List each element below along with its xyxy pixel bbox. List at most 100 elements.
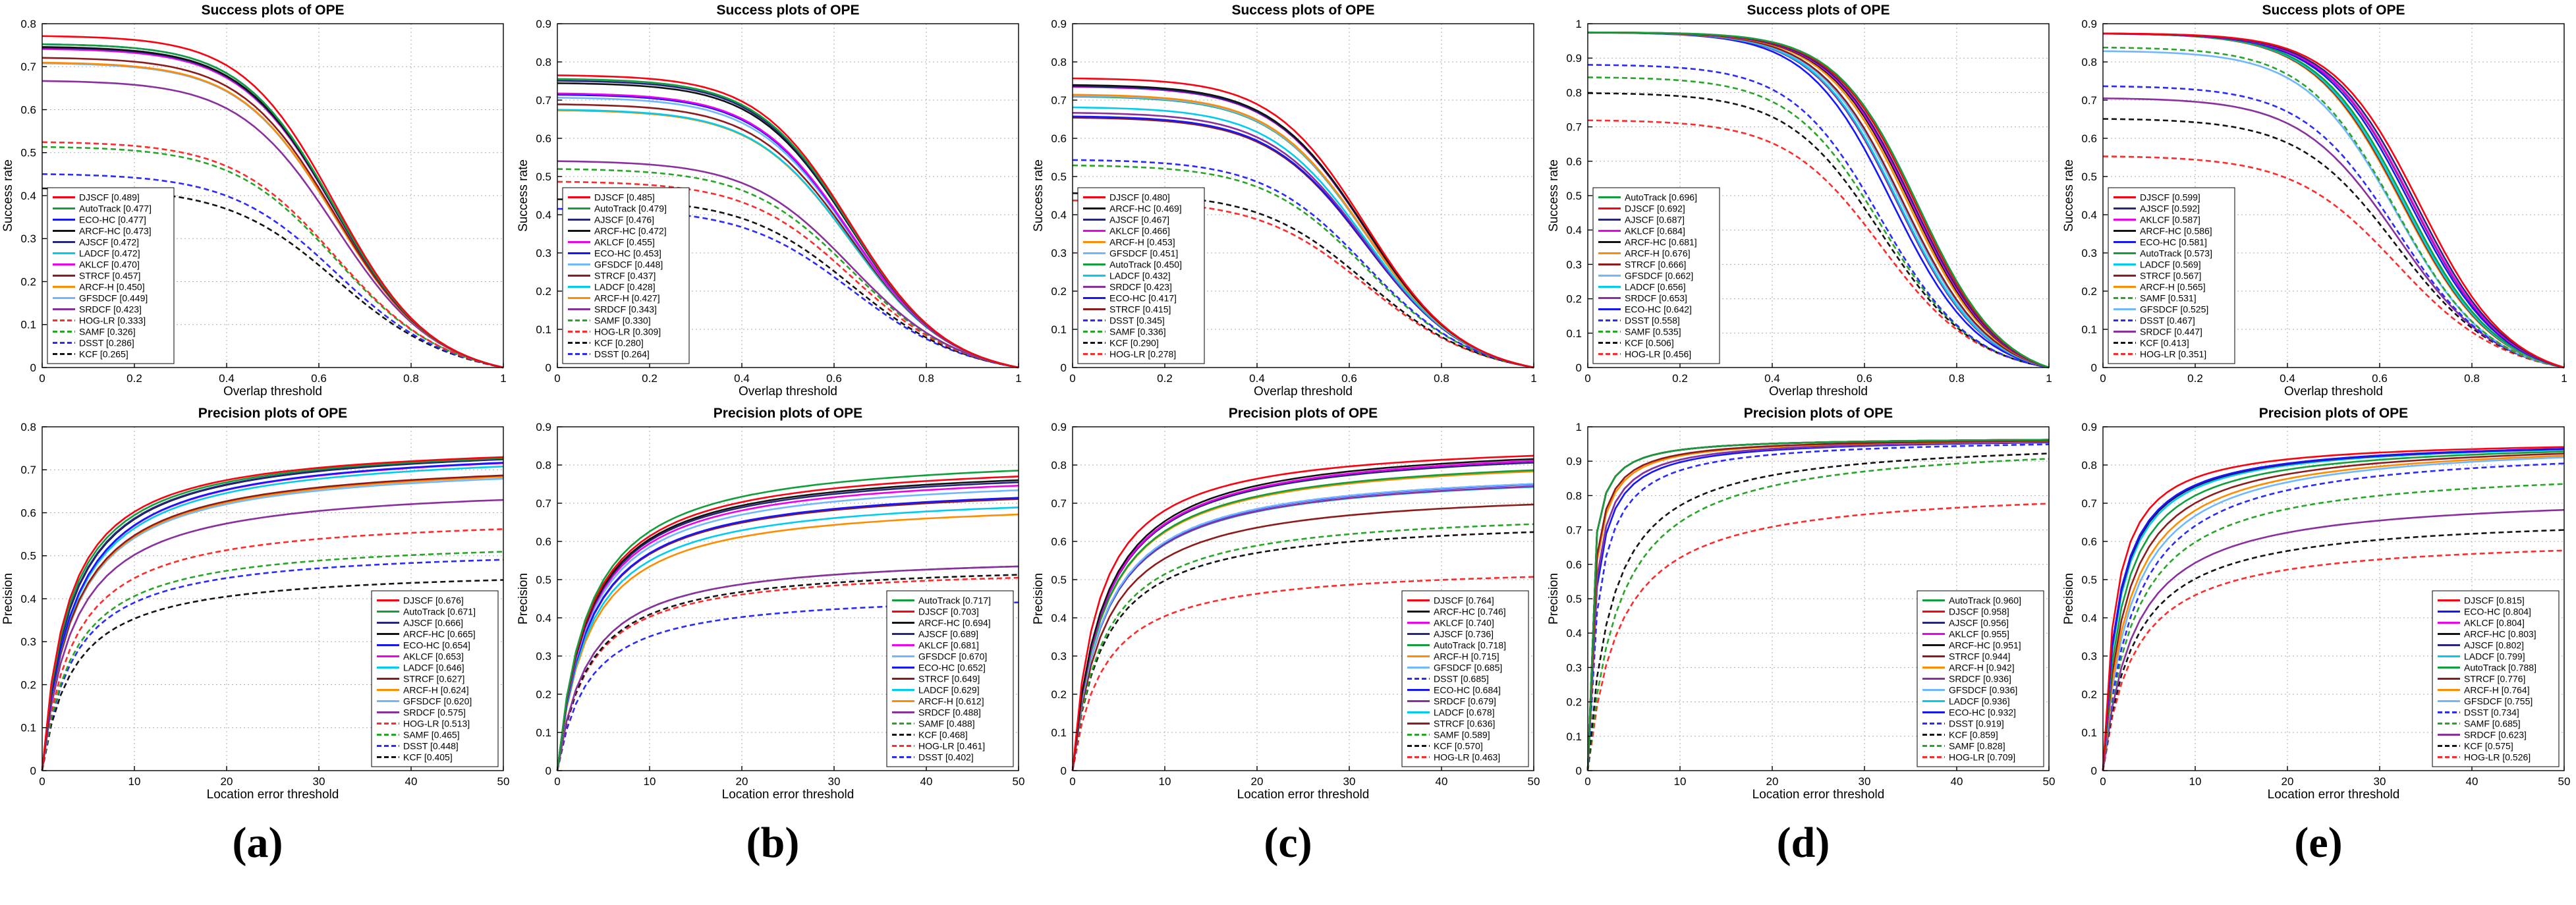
legend-label-KCF: KCF [0.290] bbox=[1109, 337, 1159, 348]
series-ARCF-HC bbox=[1071, 458, 1534, 771]
y-tick-label: 0.6 bbox=[536, 132, 551, 145]
series-SRDCF bbox=[2102, 508, 2565, 771]
axes: 0 10 20 30 40 50 0 0.1 0.2 0.3 0.4 0.5 0.6 0.7 0.8 0.9 bbox=[1051, 421, 1540, 788]
legend-label-GFSDCF: GFSDCF [0.620] bbox=[403, 696, 472, 706]
series-HOG-LR bbox=[1071, 576, 1534, 771]
y-tick-label: 0.5 bbox=[20, 147, 36, 159]
legend-label-HOG-LR: HOG-LR [0.351] bbox=[2140, 348, 2206, 359]
y-axis-label: Precision bbox=[1547, 573, 1561, 624]
y-tick-label: 0.1 bbox=[20, 319, 36, 331]
series-GFSDCF bbox=[1071, 483, 1534, 771]
legend-label-ECO-HC: ECO-HC [0.581] bbox=[2140, 236, 2207, 247]
series-AutoTrack bbox=[1586, 439, 2050, 771]
axes: 0 10 20 30 40 50 0 0.1 0.2 0.3 0.4 0.5 0.6 0.7 0.8 0.9 bbox=[2081, 421, 2570, 788]
caption-c: (c) bbox=[1264, 819, 1312, 867]
y-tick-label: 0 bbox=[1061, 362, 1067, 374]
x-tick-label: 20 bbox=[2282, 775, 2294, 788]
y-tick-label: 0 bbox=[1576, 362, 1582, 374]
legend-label-SAMF: SAMF [0.330] bbox=[594, 315, 651, 325]
series-SAMF bbox=[1071, 523, 1534, 771]
legend-label-ARCF-H: ARCF-H [0.427] bbox=[594, 292, 660, 303]
x-tick-label: 40 bbox=[1436, 775, 1448, 788]
x-axis-label: Overlap threshold bbox=[2284, 385, 2383, 398]
y-tick-label: 0.7 bbox=[536, 94, 551, 107]
legend-label-SAMF: SAMF [0.326] bbox=[79, 326, 136, 337]
legend-label-DJSCF: DJSCF [0.480] bbox=[1109, 192, 1170, 202]
x-axis-label: Overlap threshold bbox=[1769, 385, 1868, 398]
series-GFSDCF bbox=[2102, 50, 2565, 369]
legend-label-DJSCF: DJSCF [0.485] bbox=[594, 192, 655, 202]
series-AJSCF bbox=[41, 458, 504, 771]
legend-label-HOG-LR: HOG-LR [0.278] bbox=[1109, 348, 1176, 359]
series-HOG-LR bbox=[556, 576, 1019, 771]
x-tick-label: 0.4 bbox=[734, 372, 750, 385]
x-tick-label: 0.2 bbox=[126, 372, 142, 385]
legend: DJSCF [0.489]AutoTrack [0.477]ECO-HC [0.… bbox=[47, 187, 175, 364]
y-tick-label: 0.3 bbox=[2081, 650, 2097, 663]
gridlines bbox=[1588, 24, 2049, 368]
y-tick-label: 0 bbox=[546, 362, 551, 374]
legend-label-DSST: DSST [0.402] bbox=[918, 752, 974, 762]
x-tick-label: 20 bbox=[1766, 775, 1779, 788]
legend-label-HOG-LR: HOG-LR [0.456] bbox=[1625, 348, 1691, 359]
series-AutoTrack bbox=[556, 470, 1019, 771]
series-group bbox=[556, 470, 1019, 771]
y-tick-label: 0.5 bbox=[1566, 190, 1582, 202]
y-tick-label: 0.1 bbox=[2081, 727, 2097, 739]
x-axis-label: Overlap threshold bbox=[739, 385, 837, 398]
gridlines bbox=[557, 24, 1019, 368]
legend-label-ECO-HC: ECO-HC [0.477] bbox=[79, 214, 146, 225]
series-LADCF bbox=[41, 465, 504, 771]
x-tick-label: 40 bbox=[920, 775, 933, 788]
legend-label-HOG-LR: HOG-LR [0.333] bbox=[79, 315, 146, 325]
y-tick-label: 0.8 bbox=[2081, 459, 2097, 472]
x-tick-label: 0.8 bbox=[403, 372, 419, 385]
legend-label-GFSDCF: GFSDCF [0.525] bbox=[2140, 304, 2208, 314]
legend-label-ECO-HC: ECO-HC [0.453] bbox=[594, 248, 661, 258]
x-axis-label: Location error threshold bbox=[2268, 788, 2400, 802]
cell-success-c: 0 0.2 0.4 0.6 0.8 1 0 0.1 0.2 0.3 0.4 0.5 0.6 0.7 0.8 0… bbox=[1030, 0, 1546, 403]
y-axis-label: Precision bbox=[1032, 573, 1046, 624]
x-tick-label: 40 bbox=[1951, 775, 1963, 788]
y-tick-label: 0.8 bbox=[1566, 489, 1582, 502]
y-axis-label: Success rate bbox=[1032, 159, 1046, 232]
y-tick-label: 0.6 bbox=[1566, 559, 1582, 571]
y-tick-label: 0.7 bbox=[1051, 94, 1067, 107]
legend-label-STRCF: STRCF [0.437] bbox=[594, 270, 656, 281]
caption-e: (e) bbox=[2294, 819, 2343, 867]
series-DSST bbox=[2102, 462, 2565, 771]
series-DJSCF bbox=[2102, 446, 2565, 771]
series-SAMF bbox=[41, 551, 504, 771]
x-tick-label: 0 bbox=[2100, 775, 2106, 788]
x-tick-label: 0.6 bbox=[826, 372, 842, 385]
series-group bbox=[1587, 31, 2050, 369]
legend-label-LADCF: LADCF [0.629] bbox=[918, 684, 980, 695]
legend-label-AutoTrack: AutoTrack [0.450] bbox=[1109, 259, 1182, 269]
legend-label-HOG-LR: HOG-LR [0.463] bbox=[1434, 752, 1500, 762]
series-AJSCF bbox=[556, 481, 1019, 771]
legend-label-DJSCF: DJSCF [0.489] bbox=[79, 192, 140, 202]
y-tick-label: 0.4 bbox=[1566, 627, 1582, 640]
series-AutoTrack bbox=[1587, 31, 2050, 369]
legend-label-DSST: DSST [0.345] bbox=[1109, 315, 1165, 325]
y-tick-label: 0.2 bbox=[536, 688, 551, 701]
y-tick-label: 0 bbox=[1576, 765, 1582, 777]
x-tick-label: 0.8 bbox=[2464, 372, 2480, 385]
legend-label-KCF: KCF [0.468] bbox=[918, 729, 968, 740]
legend-label-KCF: KCF [0.405] bbox=[403, 752, 453, 762]
legend-label-ARCF-H: ARCF-H [0.942] bbox=[1949, 662, 2015, 672]
legend-label-AKLCF: AKLCF [0.470] bbox=[79, 259, 140, 269]
x-tick-label: 10 bbox=[2189, 775, 2202, 788]
legend-label-ARCF-H: ARCF-H [0.453] bbox=[1109, 236, 1175, 247]
legend-label-GFSDCF: GFSDCF [0.685] bbox=[1434, 662, 1502, 672]
axes: 0 10 20 30 40 50 0 0.1 0.2 0.3 0.4 0.5 0.6 0.7 0.8 0.9 1 bbox=[1566, 421, 2055, 788]
series-DJSCF bbox=[556, 476, 1019, 771]
series-SAMF bbox=[1072, 164, 1534, 369]
legend-label-SRDCF: SRDCF [0.447] bbox=[2140, 326, 2202, 337]
series-KCF bbox=[1071, 531, 1534, 771]
y-tick-label: 0.4 bbox=[1051, 612, 1067, 624]
y-tick-label: 0.8 bbox=[1051, 459, 1067, 472]
series-DJSCF bbox=[557, 74, 1019, 369]
series-HOG-LR bbox=[557, 180, 1019, 369]
chart-title: Precision plots of OPE bbox=[2259, 406, 2408, 421]
